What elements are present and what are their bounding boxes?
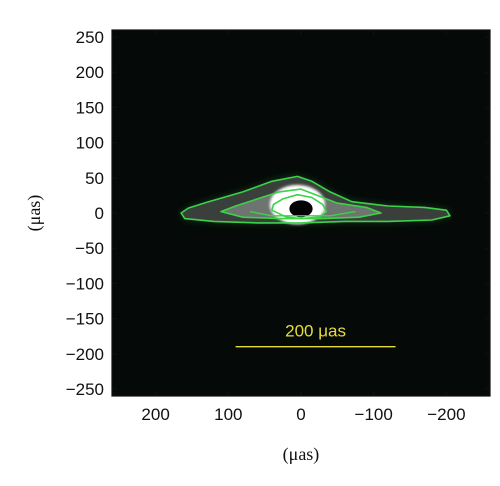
y-tick-label: −100	[66, 274, 104, 293]
scale-bar-label: 200 μas	[285, 322, 346, 341]
y-tick-label: 100	[76, 134, 104, 153]
emission-image	[180, 175, 451, 225]
y-tick-label: 150	[76, 98, 104, 117]
contour-inner	[271, 193, 328, 220]
x-tick-label: 100	[214, 405, 242, 424]
x-tick-label: −200	[427, 405, 465, 424]
contour-outer	[180, 175, 451, 224]
black-hole-shadow	[289, 200, 313, 218]
scale-bar: 200 μas	[235, 322, 396, 348]
y-tick-label: 0	[95, 204, 104, 223]
contour-middle	[220, 188, 382, 220]
y-tick-label: 200	[76, 63, 104, 82]
y-tick-label: −150	[66, 310, 104, 329]
x-axis-label: (μas)	[283, 444, 320, 465]
y-tick-label: −50	[75, 239, 104, 258]
x-tick-label: 0	[296, 405, 305, 424]
axis-ticks: 250 200 150 100 50 0 −50 −100 −150 −200 −250 200 100…	[66, 28, 490, 424]
y-tick-label: −200	[66, 345, 104, 364]
y-tick-label: 50	[85, 169, 104, 188]
y-axis-label: (μas)	[24, 195, 45, 232]
y-tick-label: −250	[66, 380, 104, 399]
x-tick-label: 200	[141, 405, 169, 424]
y-tick-label: 250	[76, 28, 104, 47]
contour-band	[249, 210, 356, 217]
x-tick-label: −100	[355, 405, 393, 424]
